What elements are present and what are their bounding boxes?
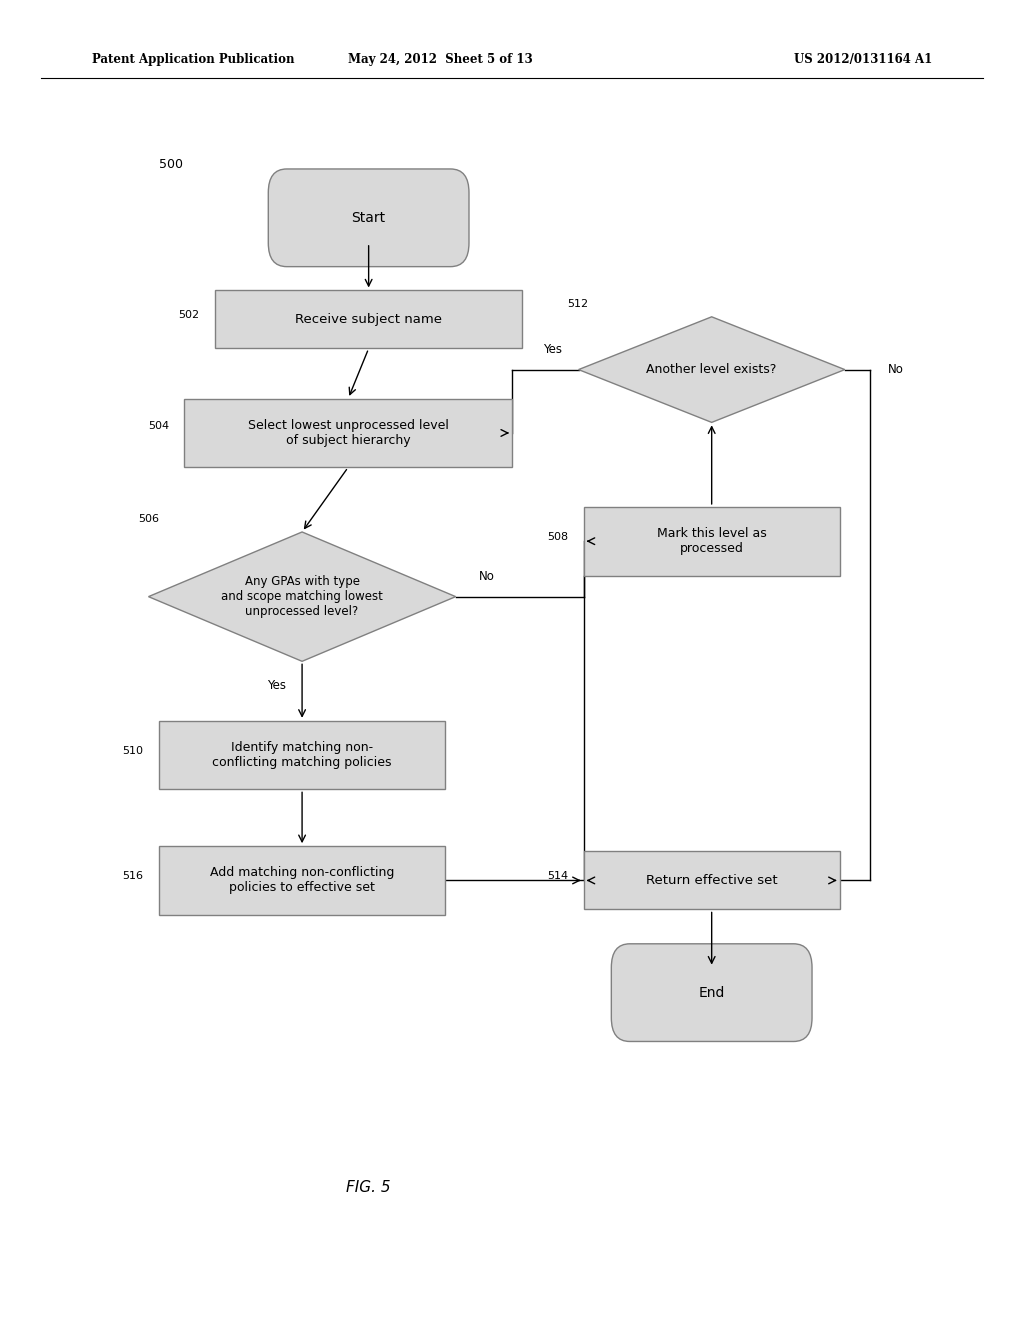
Text: Select lowest unprocessed level
of subject hierarchy: Select lowest unprocessed level of subje… <box>248 418 449 447</box>
Polygon shape <box>148 532 456 661</box>
Text: Receive subject name: Receive subject name <box>295 313 442 326</box>
Text: 502: 502 <box>178 310 200 321</box>
Text: US 2012/0131164 A1: US 2012/0131164 A1 <box>794 53 932 66</box>
Text: 500: 500 <box>159 158 182 172</box>
Polygon shape <box>579 317 845 422</box>
FancyBboxPatch shape <box>584 507 840 576</box>
Text: 504: 504 <box>147 421 169 432</box>
Text: 508: 508 <box>547 532 568 543</box>
FancyBboxPatch shape <box>184 399 512 467</box>
Text: No: No <box>888 363 904 376</box>
Text: Yes: Yes <box>544 343 562 356</box>
Text: Any GPAs with type
and scope matching lowest
unprocessed level?: Any GPAs with type and scope matching lo… <box>221 576 383 618</box>
Text: No: No <box>478 570 495 583</box>
Text: Start: Start <box>351 211 386 224</box>
FancyBboxPatch shape <box>159 846 445 915</box>
Text: Patent Application Publication: Patent Application Publication <box>92 53 295 66</box>
Text: Add matching non-conflicting
policies to effective set: Add matching non-conflicting policies to… <box>210 866 394 895</box>
Text: 514: 514 <box>547 871 568 882</box>
Text: 516: 516 <box>122 871 143 882</box>
FancyBboxPatch shape <box>611 944 812 1041</box>
Text: Yes: Yes <box>267 678 286 692</box>
Text: Another level exists?: Another level exists? <box>646 363 777 376</box>
Text: Identify matching non-
conflicting matching policies: Identify matching non- conflicting match… <box>212 741 392 770</box>
Text: Mark this level as
processed: Mark this level as processed <box>656 527 767 556</box>
Text: 510: 510 <box>122 746 143 756</box>
FancyBboxPatch shape <box>215 290 522 348</box>
Text: 512: 512 <box>567 298 589 309</box>
Text: Return effective set: Return effective set <box>646 874 777 887</box>
FancyBboxPatch shape <box>584 851 840 909</box>
FancyBboxPatch shape <box>268 169 469 267</box>
Text: FIG. 5: FIG. 5 <box>346 1180 391 1196</box>
FancyBboxPatch shape <box>159 721 445 789</box>
Text: May 24, 2012  Sheet 5 of 13: May 24, 2012 Sheet 5 of 13 <box>348 53 532 66</box>
Text: End: End <box>698 986 725 999</box>
Text: 506: 506 <box>137 513 159 524</box>
